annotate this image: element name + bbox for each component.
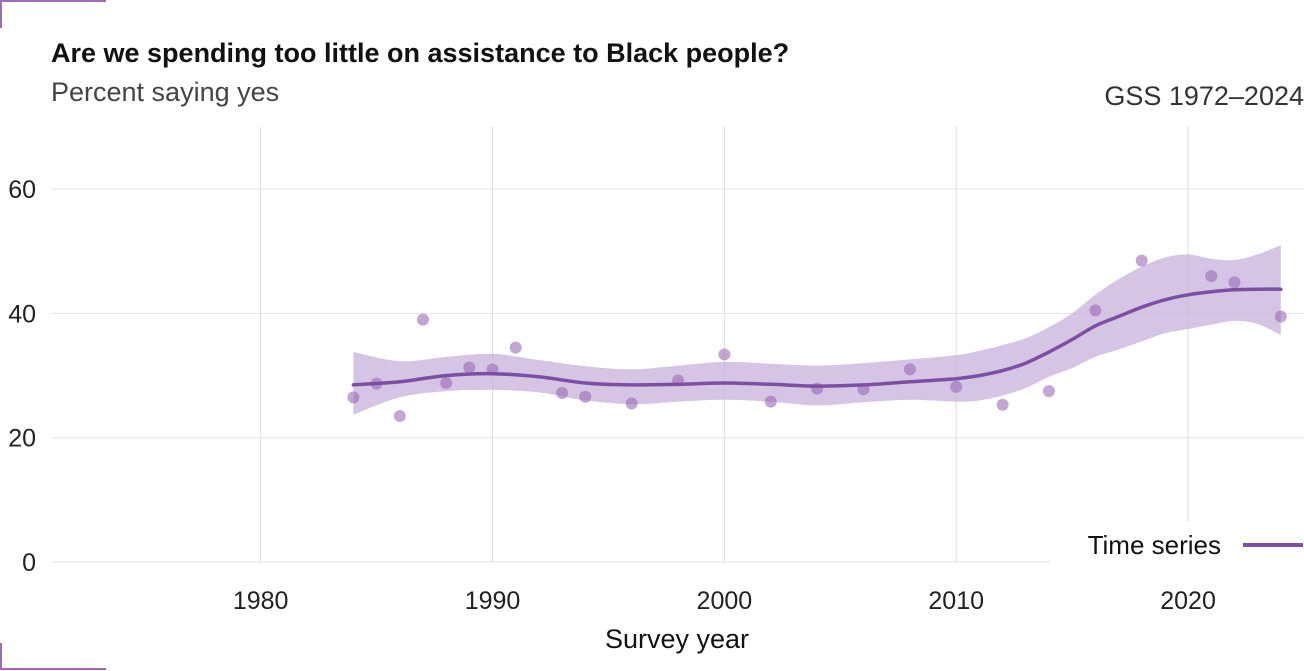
grid-lines xyxy=(52,127,1304,563)
trend-lines xyxy=(351,287,1283,388)
data-point xyxy=(509,341,522,354)
data-point xyxy=(764,395,777,408)
legend: Time series xyxy=(1050,522,1304,568)
data-point xyxy=(463,361,476,374)
frame-corner-bottom xyxy=(0,643,106,670)
data-point xyxy=(1274,310,1287,323)
x-tick-label: 2010 xyxy=(928,587,984,615)
data-point xyxy=(1042,385,1055,398)
x-tick-label: 2020 xyxy=(1160,587,1216,615)
data-point xyxy=(1089,304,1102,317)
confidence-band-area xyxy=(353,245,1281,415)
chart-subtitle: Percent saying yes xyxy=(51,77,279,107)
data-points xyxy=(347,254,1287,422)
x-tick-label: 2000 xyxy=(697,587,753,615)
data-point xyxy=(903,363,916,376)
y-tick-labels: 0 20 40 60 xyxy=(8,176,36,577)
trend-line xyxy=(351,287,1283,388)
x-tick-labels: 1980 1990 2000 2010 2020 xyxy=(233,587,1216,615)
y-tick-label: 40 xyxy=(8,300,36,328)
data-point xyxy=(416,313,429,326)
data-point xyxy=(556,386,569,399)
chart-caption: GSS 1972–2024 xyxy=(1104,81,1304,111)
data-point xyxy=(718,348,731,361)
x-tick-label: 1990 xyxy=(465,587,521,615)
data-point xyxy=(347,391,360,404)
data-point xyxy=(579,390,592,403)
frame-corner-top xyxy=(0,0,106,28)
legend-label: Time series xyxy=(1088,530,1221,560)
y-tick-label: 0 xyxy=(22,549,36,577)
data-point xyxy=(1228,276,1241,289)
data-point xyxy=(625,397,638,410)
y-tick-label: 60 xyxy=(8,176,36,204)
data-point xyxy=(950,380,963,393)
y-tick-label: 20 xyxy=(8,425,36,453)
data-point xyxy=(1135,254,1148,267)
confidence-band xyxy=(353,245,1281,415)
data-point xyxy=(393,409,406,422)
x-axis-label: Survey year xyxy=(605,624,749,654)
data-point xyxy=(1205,270,1218,283)
x-tick-label: 1980 xyxy=(233,587,289,615)
data-point xyxy=(440,377,453,390)
chart-title: Are we spending too little on assistance… xyxy=(51,38,789,68)
data-point xyxy=(996,398,1009,411)
